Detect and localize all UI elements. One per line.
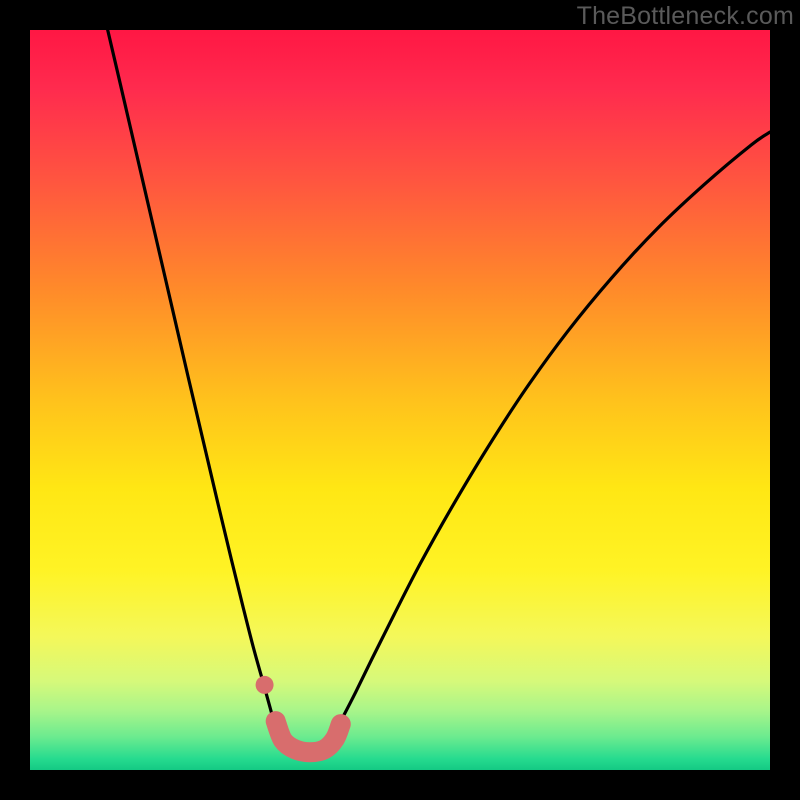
chart-stage: TheBottleneck.com <box>0 0 800 800</box>
plateau-marker <box>276 721 341 752</box>
plateau-dot <box>256 676 274 694</box>
curve-layer <box>30 30 770 770</box>
plot-area <box>30 30 770 770</box>
curve-right-arm <box>335 132 770 731</box>
curve-left-arm <box>108 30 277 732</box>
watermark-label: TheBottleneck.com <box>577 2 794 31</box>
